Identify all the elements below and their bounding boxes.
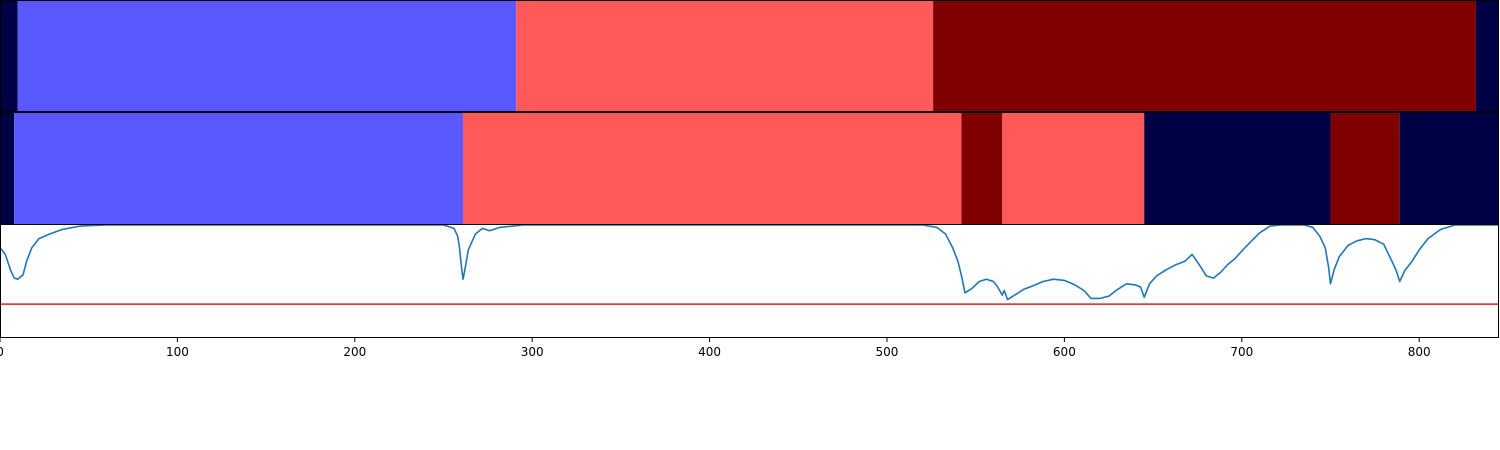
segment-1-1 — [17, 1, 517, 112]
segment-2-0 — [0, 113, 15, 225]
x-tick-label-800: 800 — [1408, 345, 1431, 359]
x-tick-label-100: 100 — [166, 345, 189, 359]
segment-1-3 — [933, 1, 1476, 112]
x-tick-label-500: 500 — [876, 345, 899, 359]
x-tick-label-600: 600 — [1053, 345, 1076, 359]
x-tick-label-400: 400 — [698, 345, 721, 359]
segmentation-row-1 — [0, 1, 1499, 112]
segment-2-5 — [1144, 113, 1331, 225]
segment-2-2 — [463, 113, 962, 225]
segment-1-4 — [1475, 1, 1499, 112]
segmentation-row-2 — [0, 113, 1499, 225]
segment-2-4 — [1002, 113, 1145, 225]
x-tick-label-300: 300 — [521, 345, 544, 359]
x-tick-label-0: 0 — [0, 345, 4, 359]
confidence-curve-0 — [0, 224, 1499, 301]
x-axis: 0 100 200 300 400 500 600 700 800 — [0, 338, 1431, 359]
segment-2-7 — [1399, 113, 1499, 225]
segment-2-6 — [1330, 113, 1400, 225]
x-tick-label-700: 700 — [1230, 345, 1253, 359]
segment-1-2 — [516, 1, 934, 112]
line-plot-background — [0, 225, 1499, 338]
axes-frames — [0, 0, 1499, 338]
axes-frame-3 — [0, 224, 1499, 338]
segment-1-0 — [0, 1, 18, 112]
confidence-line-plot — [0, 224, 1499, 338]
segment-2-3 — [961, 113, 1003, 225]
segment-2-1 — [14, 113, 464, 225]
axes-frame-1 — [0, 0, 1499, 112]
x-tick-label-200: 200 — [343, 345, 366, 359]
